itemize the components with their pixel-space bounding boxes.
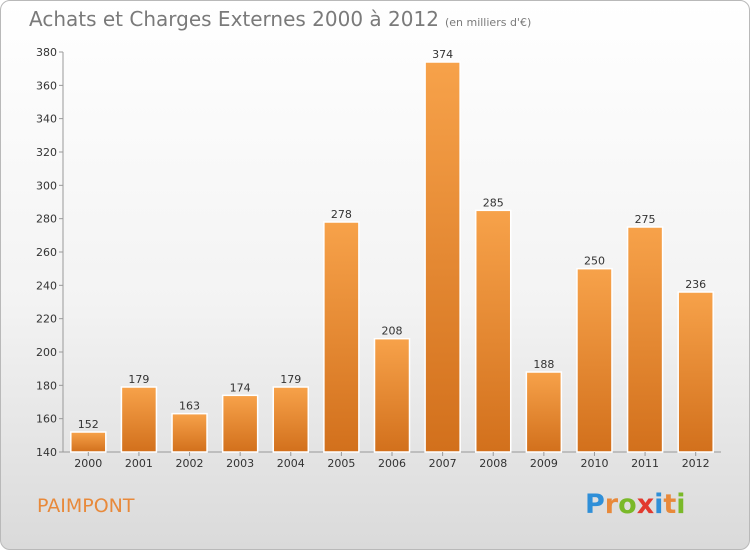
value-label-2006: 208 [382,325,403,338]
value-label-2005: 278 [331,208,352,221]
x-tick-label-2010: 2010 [580,457,608,470]
bar-2007 [424,61,461,453]
bar-2010 [576,267,613,453]
y-tick-label: 380 [36,46,57,59]
bar-2005 [323,221,360,453]
bar-2011 [626,226,664,453]
location-name: PAIMPONT [37,495,135,517]
y-tick-label: 220 [36,313,57,326]
y-tick-label: 360 [36,79,57,92]
chart-title: Achats et Charges Externes 2000 à 2012 (e… [29,7,531,31]
x-tick-label-2001: 2001 [125,457,153,470]
y-tick-label: 320 [36,146,57,159]
bar-2009 [525,371,563,453]
logo-letter: o [618,489,637,520]
value-label-2008: 285 [483,196,504,209]
bar-2000 [70,431,107,453]
value-label-2010: 250 [584,255,605,268]
value-label-2002: 163 [179,400,200,413]
x-tick-label-2000: 2000 [74,457,102,470]
value-label-2003: 174 [230,381,251,394]
logo-letter: r [604,489,619,520]
y-tick-label: 280 [36,213,57,226]
value-label-2001: 179 [128,373,149,386]
bar-2002 [171,412,208,453]
logo-letter: x [636,489,655,520]
y-tick-label: 240 [36,279,57,292]
chart-subtitle: (en milliers d'€) [444,16,532,29]
y-tick-label: 340 [36,113,57,126]
value-label-2004: 179 [280,373,301,386]
y-tick-label: 260 [36,246,57,259]
x-tick-label-2002: 2002 [176,457,204,470]
logo-letter: P [585,489,605,520]
x-tick-label-2012: 2012 [682,457,710,470]
value-label-2009: 188 [533,358,554,371]
bar-2001 [120,386,158,453]
bar-2004 [272,386,310,453]
logo-letter: i [654,489,664,520]
logo-letter: t [663,489,677,520]
bar-2003 [221,394,259,453]
x-tick-label-2011: 2011 [631,457,659,470]
value-label-2011: 275 [635,213,656,226]
x-tick-label-2003: 2003 [226,457,254,470]
value-label-2012: 236 [685,278,706,291]
x-tick-label-2006: 2006 [378,457,406,470]
bar-2006 [373,337,411,453]
x-tick-label-2008: 2008 [479,457,507,470]
x-tick-label-2005: 2005 [327,457,355,470]
logo-letter: i [676,489,686,520]
title-text: Achats et Charges Externes 2000 à 2012 [29,7,439,31]
x-tick-label-2007: 2007 [429,457,457,470]
proxiti-logo: Proxiti [585,489,686,520]
x-tick-label-2004: 2004 [277,457,305,470]
value-label-2007: 374 [432,48,453,61]
y-tick-label: 300 [36,179,57,192]
y-tick-label: 140 [36,446,57,459]
y-tick-label: 160 [36,413,57,426]
value-label-2000: 152 [78,418,99,431]
y-tick-label: 180 [36,379,57,392]
bar-2008 [474,209,512,453]
x-tick-label-2009: 2009 [530,457,558,470]
y-tick-label: 200 [36,346,57,359]
bar-2012 [677,291,714,453]
